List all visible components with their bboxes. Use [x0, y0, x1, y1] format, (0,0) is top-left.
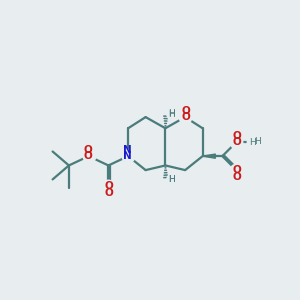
Text: O: O: [232, 131, 241, 141]
Text: O: O: [104, 182, 113, 191]
Text: N: N: [123, 151, 132, 161]
Text: O: O: [181, 112, 190, 122]
Text: O: O: [232, 165, 241, 175]
Text: H: H: [249, 138, 256, 147]
Text: O: O: [84, 145, 93, 154]
Text: H: H: [169, 109, 175, 118]
Text: O: O: [84, 151, 93, 161]
Polygon shape: [202, 154, 215, 158]
Text: N: N: [123, 145, 132, 154]
Text: O: O: [232, 172, 241, 182]
Text: H: H: [169, 175, 175, 184]
Text: O: O: [232, 137, 241, 147]
Text: H: H: [169, 110, 175, 119]
Text: H: H: [169, 176, 175, 184]
Text: O: O: [104, 188, 113, 198]
Text: O: O: [181, 106, 190, 116]
Text: H: H: [254, 136, 261, 146]
